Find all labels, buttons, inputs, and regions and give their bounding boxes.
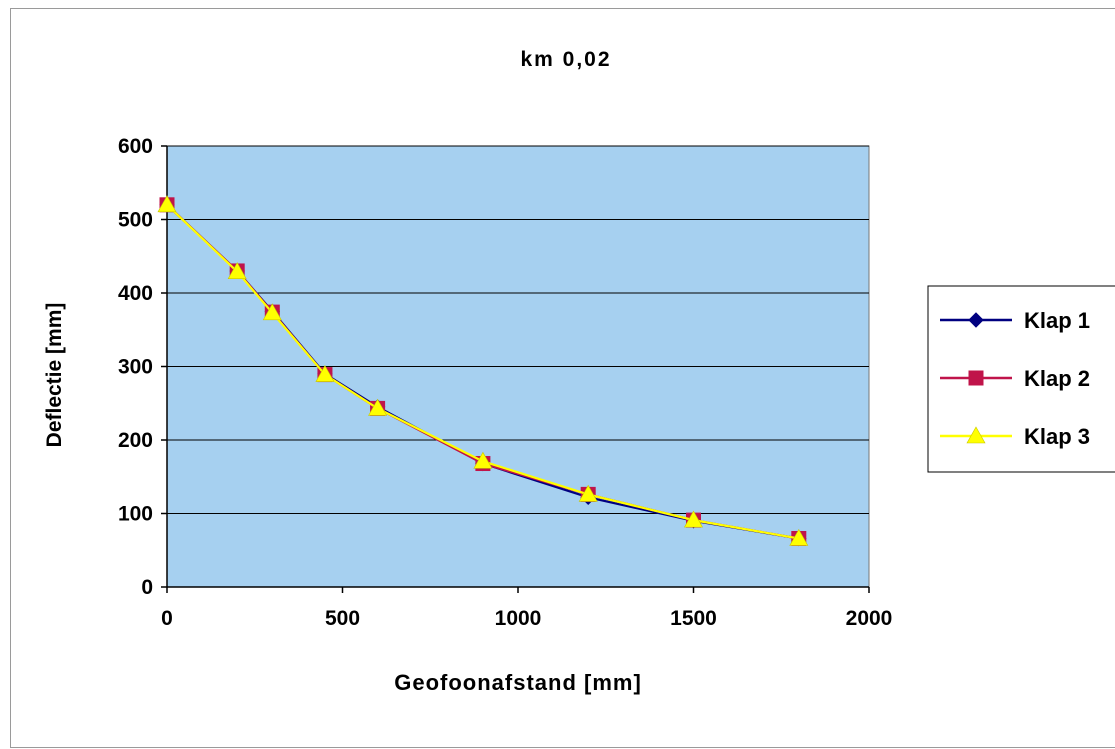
x-tick-label: 1500	[670, 607, 717, 630]
data-point-series-3	[227, 262, 247, 279]
y-tick-label: 400	[118, 282, 153, 305]
data-point-series-3	[578, 484, 598, 502]
data-point-series-3	[368, 398, 388, 416]
x-axis-label: Geofoonafstand [mm]	[394, 670, 642, 695]
legend-label-3: Klap 3	[1024, 424, 1090, 449]
plot-area: 0 100 200 300 400 500 600 0 500 1000 1500 2000	[118, 135, 892, 630]
x-tick-label: 1000	[495, 607, 542, 630]
data-point-series-3	[789, 528, 809, 546]
data-point-series-3	[473, 451, 493, 469]
y-tick-label: 500	[118, 209, 153, 232]
data-point-series-3	[262, 303, 282, 321]
chart-title: km 0,02	[520, 48, 611, 71]
y-tick-label: 200	[118, 429, 153, 452]
y-tick-label: 600	[118, 135, 153, 158]
legend-marker-1	[968, 312, 984, 328]
x-tick-label: 500	[325, 607, 360, 630]
legend: Klap 1 Klap 2 Klap 3	[927, 285, 1115, 473]
data-point-series-3	[157, 195, 177, 213]
legend-label-1: Klap 1	[1024, 308, 1090, 333]
y-axis-label: Deflectie [mm]	[43, 303, 66, 448]
chart-svg: km 0,02 0 100 200 300 400 500 600 0 500 1000 1500 2…	[43, 48, 1115, 695]
y-tick-label: 300	[118, 356, 153, 379]
chart-frame: km 0,02 0 100 200 300 400 500 600 0 500 1000 1500 2…	[10, 8, 1115, 748]
y-tick-label: 100	[118, 503, 153, 526]
data-point-series-3	[683, 510, 704, 528]
legend-label-2: Klap 2	[1024, 366, 1090, 391]
legend-marker-3	[966, 426, 986, 444]
y-tick-label: 0	[141, 576, 153, 599]
x-tick-label: 2000	[846, 607, 893, 630]
legend-marker-2	[968, 370, 984, 386]
x-tick-label: 0	[161, 607, 173, 630]
data-point-series-3	[315, 364, 335, 382]
